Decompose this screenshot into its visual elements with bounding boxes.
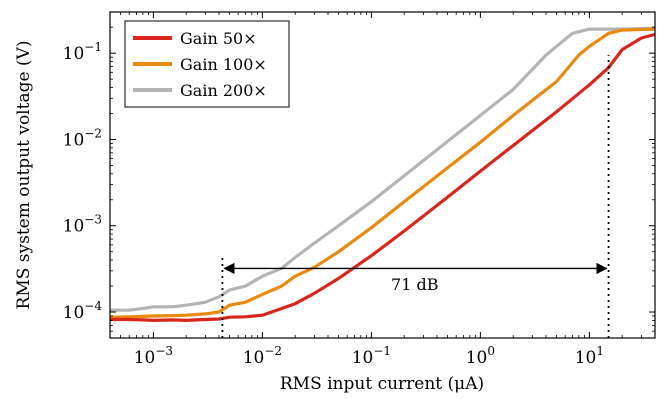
x-tick-label: 10−2 xyxy=(243,344,282,368)
x-tick-label: 10−3 xyxy=(134,344,173,368)
legend-label: Gain 50× xyxy=(180,29,257,48)
y-tick-label: 10−4 xyxy=(63,299,103,323)
y-axis-title: RMS system output voltage (V) xyxy=(14,41,34,310)
y-tick-label: 10−2 xyxy=(63,126,102,150)
x-axis-title: RMS input current (μA) xyxy=(280,374,484,394)
dynamic-range-label: 71 dB xyxy=(391,275,438,294)
x-tick-label: 100 xyxy=(466,344,495,368)
x-tick-label: 10−1 xyxy=(352,344,391,368)
legend-label: Gain 100× xyxy=(180,55,267,74)
axes-layer: 10−3 10−2 10−1 100 101 10−4 10−3 10−2 10−1 xyxy=(63,12,655,368)
y-tick-label: 10−3 xyxy=(63,213,102,237)
annotation-layer: 71 dB xyxy=(221,55,610,338)
series-line xyxy=(110,26,655,312)
plot-frame xyxy=(109,11,656,339)
legend-label: Gain 200× xyxy=(180,81,267,100)
legend: Gain 50× Gain 100× Gain 200× xyxy=(124,20,290,108)
series-line xyxy=(110,32,655,322)
y-tick-label: 10−1 xyxy=(63,40,102,64)
x-tick-label: 101 xyxy=(575,344,604,368)
